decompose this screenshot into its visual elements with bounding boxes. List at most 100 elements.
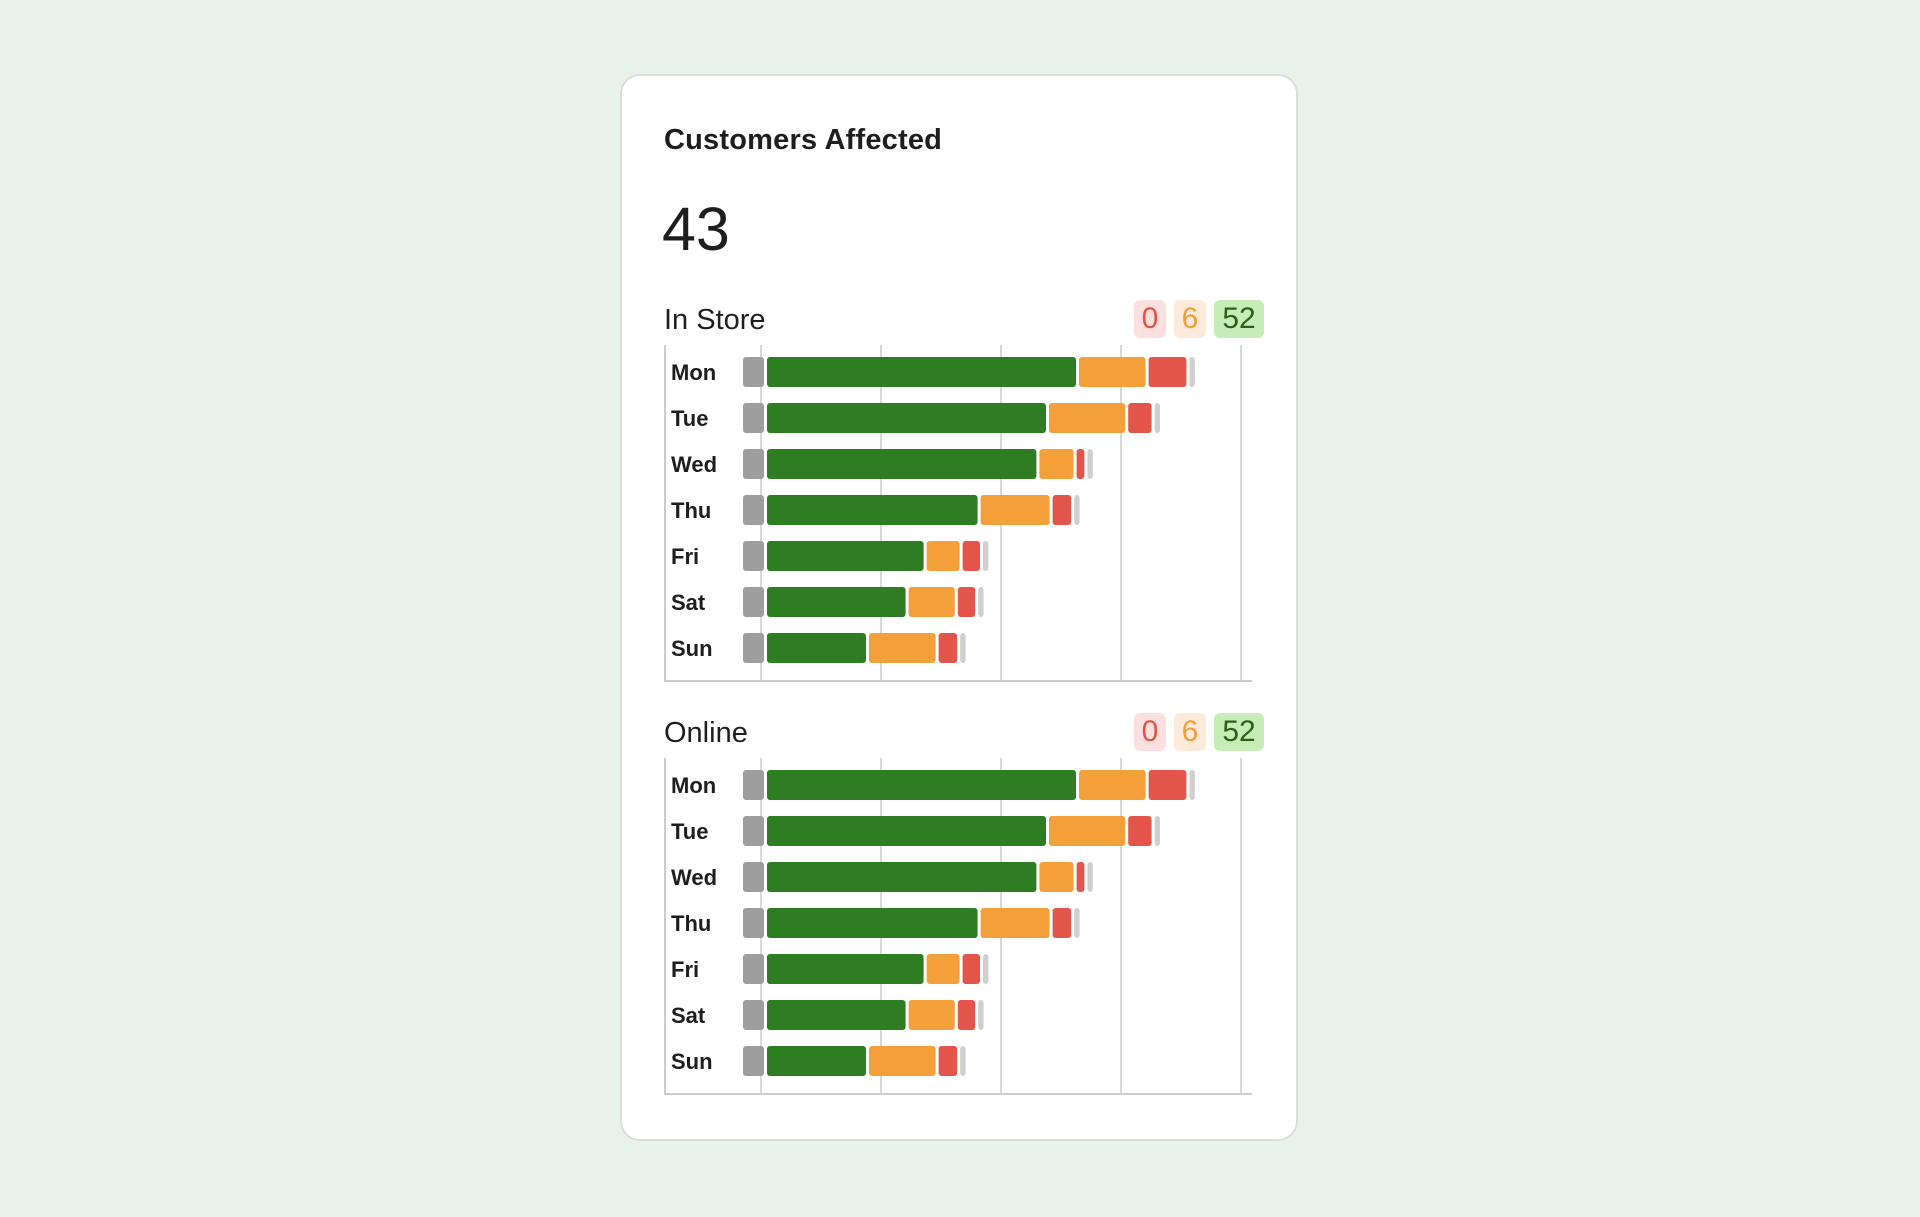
- bar-segment-critical: [1148, 770, 1187, 800]
- bar-segment-warning: [869, 633, 936, 663]
- day-label: Tue: [671, 406, 708, 431]
- bar-segment-unknown: [743, 862, 764, 892]
- status-badges-online: 0 6 52: [1134, 713, 1264, 751]
- day-label: Mon: [671, 773, 716, 798]
- bar-segment-unknown: [743, 816, 764, 846]
- bar-segment-critical: [938, 1046, 958, 1076]
- bar-segment-critical: [1052, 908, 1072, 938]
- bar-segment-good: [767, 633, 866, 663]
- warning-count-badge: 6: [1174, 713, 1206, 751]
- bar-segment-warning: [1049, 403, 1126, 433]
- bar-segment-remainder: [1074, 908, 1080, 938]
- bar-segment-critical: [938, 633, 958, 663]
- bar-segment-remainder: [1087, 862, 1093, 892]
- bar-segment-critical: [1148, 357, 1187, 387]
- bar-segment-good: [767, 541, 924, 571]
- bar-segment-warning: [1039, 449, 1074, 479]
- bar-segment-critical: [1052, 495, 1072, 525]
- bar-segment-unknown: [743, 541, 764, 571]
- bar-segment-warning: [980, 495, 1050, 525]
- status-badges-in-store: 0 6 52: [1134, 300, 1264, 338]
- bar-segment-warning: [980, 908, 1050, 938]
- bar-segment-remainder: [1189, 770, 1195, 800]
- bar-segment-unknown: [743, 908, 764, 938]
- bar-segment-warning: [908, 1000, 955, 1030]
- bar-segment-good: [767, 908, 978, 938]
- bar-segment-critical: [1128, 816, 1152, 846]
- bar-segment-warning: [1079, 770, 1146, 800]
- bar-segment-remainder: [983, 954, 989, 984]
- customers-affected-card: Customers Affected 43 In Store 0 6 52 Mo…: [620, 74, 1298, 1141]
- day-label: Thu: [671, 911, 711, 936]
- warning-count-badge: 6: [1174, 300, 1206, 338]
- bar-segment-unknown: [743, 633, 764, 663]
- section-title-in-store: In Store: [664, 304, 766, 336]
- good-count-badge: 52: [1214, 300, 1264, 338]
- bar-segment-good: [767, 587, 906, 617]
- bar-segment-critical: [1076, 449, 1085, 479]
- total-count: 43: [662, 195, 730, 263]
- bar-segment-unknown: [743, 1000, 764, 1030]
- bar-segment-remainder: [1189, 357, 1195, 387]
- bar-segment-remainder: [1154, 403, 1160, 433]
- section-title-online: Online: [664, 717, 748, 749]
- bar-segment-good: [767, 495, 978, 525]
- bar-segment-remainder: [960, 633, 966, 663]
- bar-segment-unknown: [743, 357, 764, 387]
- bar-segment-unknown: [743, 403, 764, 433]
- bar-segment-good: [767, 816, 1046, 846]
- section-in-store: In Store 0 6 52 Mon Tue Wed Thu Fri Sat Sun: [664, 300, 1264, 704]
- bar-segment-good: [767, 954, 924, 984]
- day-label: Wed: [671, 865, 717, 890]
- bar-segment-warning: [1039, 862, 1074, 892]
- card-title: Customers Affected: [664, 124, 943, 156]
- bar-segment-warning: [908, 587, 955, 617]
- bar-segment-remainder: [983, 541, 989, 571]
- bar-segment-critical: [1128, 403, 1152, 433]
- day-label: Fri: [671, 544, 699, 569]
- day-label: Mon: [671, 360, 716, 385]
- bar-segment-critical: [962, 541, 980, 571]
- bar-segment-unknown: [743, 770, 764, 800]
- day-label: Sun: [671, 636, 713, 661]
- bar-segment-remainder: [978, 1000, 984, 1030]
- bar-segment-warning: [926, 541, 960, 571]
- bar-segment-critical: [957, 587, 976, 617]
- bar-segment-unknown: [743, 449, 764, 479]
- bar-segment-critical: [957, 1000, 976, 1030]
- bar-segment-good: [767, 862, 1037, 892]
- bar-segment-unknown: [743, 587, 764, 617]
- bar-segment-remainder: [978, 587, 984, 617]
- critical-count-badge: 0: [1134, 713, 1166, 751]
- critical-count-badge: 0: [1134, 300, 1166, 338]
- section-online: Online 0 6 52 Mon Tue Wed Thu Fri Sat Sun: [664, 713, 1264, 1117]
- day-label: Fri: [671, 957, 699, 982]
- bar-segment-good: [767, 449, 1037, 479]
- bar-segment-good: [767, 357, 1076, 387]
- bar-segment-unknown: [743, 495, 764, 525]
- day-label: Sun: [671, 1049, 713, 1074]
- good-count-badge: 52: [1214, 713, 1264, 751]
- day-label: Sat: [671, 1003, 706, 1028]
- day-label: Tue: [671, 819, 708, 844]
- day-label: Wed: [671, 452, 717, 477]
- bar-segment-remainder: [1154, 816, 1160, 846]
- bar-segment-unknown: [743, 954, 764, 984]
- bar-segment-critical: [962, 954, 980, 984]
- bar-segment-good: [767, 1000, 906, 1030]
- day-label: Sat: [671, 590, 706, 615]
- bar-segment-remainder: [1087, 449, 1093, 479]
- day-label: Thu: [671, 498, 711, 523]
- bar-segment-warning: [869, 1046, 936, 1076]
- bar-segment-warning: [1079, 357, 1146, 387]
- bar-segment-good: [767, 770, 1076, 800]
- bar-segment-good: [767, 1046, 866, 1076]
- bar-segment-remainder: [960, 1046, 966, 1076]
- online-bar-chart: Mon Tue Wed Thu Fri Sat Sun: [664, 758, 1252, 1095]
- bar-segment-critical: [1076, 862, 1085, 892]
- bar-segment-warning: [926, 954, 960, 984]
- bar-segment-warning: [1049, 816, 1126, 846]
- bar-segment-remainder: [1074, 495, 1080, 525]
- bar-segment-good: [767, 403, 1046, 433]
- bar-segment-unknown: [743, 1046, 764, 1076]
